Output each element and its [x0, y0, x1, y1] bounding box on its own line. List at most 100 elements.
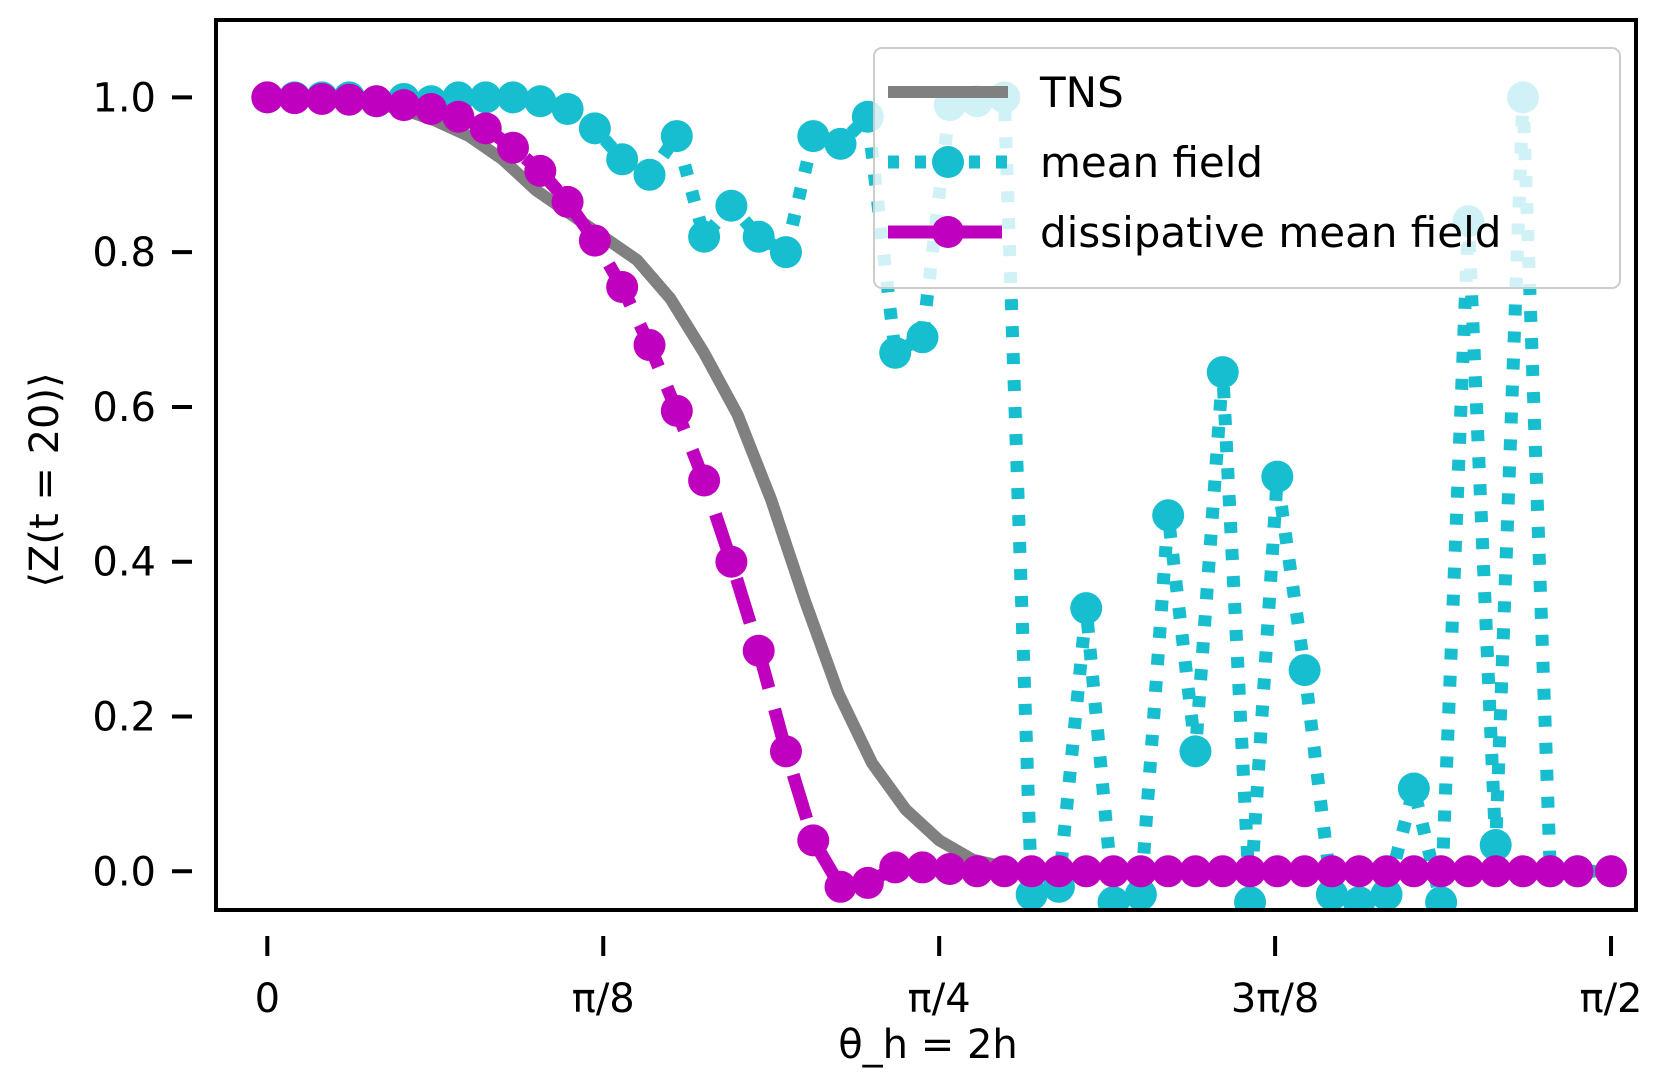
legend-swatch-marker — [932, 216, 964, 248]
data-point — [578, 112, 611, 145]
data-point — [1479, 828, 1512, 861]
data-point — [1370, 878, 1403, 910]
data-point — [688, 464, 721, 497]
legend-box — [873, 47, 1621, 289]
data-point — [1397, 772, 1430, 805]
data-point — [497, 81, 530, 114]
legend-label: dissipative mean field — [1040, 208, 1501, 257]
x-tick-label: π/2 — [1580, 976, 1643, 1022]
data-point — [1534, 855, 1567, 888]
data-point — [1234, 855, 1267, 888]
data-point — [1179, 735, 1212, 768]
legend-label: TNS — [1039, 68, 1124, 117]
data-point — [715, 545, 748, 578]
legend: TNS mean field dissipative mean field — [873, 47, 1621, 289]
data-point — [469, 81, 502, 114]
plot-frame — [214, 18, 1638, 912]
data-point — [1097, 886, 1130, 910]
data-point — [360, 85, 393, 118]
data-point — [1425, 886, 1458, 910]
data-point — [660, 394, 693, 427]
data-point — [1315, 855, 1348, 888]
data-point — [715, 189, 748, 222]
data-point — [824, 870, 857, 903]
data-point — [1097, 855, 1130, 888]
data-point — [660, 120, 693, 153]
data-point — [1595, 855, 1628, 888]
data-point — [1206, 356, 1239, 389]
data-point — [1370, 855, 1403, 888]
data-point — [469, 112, 502, 145]
y-tick-label: 0.8 — [92, 230, 156, 276]
data-point — [305, 82, 338, 115]
data-point — [442, 100, 475, 133]
data-point — [415, 93, 448, 125]
data-point — [797, 824, 830, 857]
y-axis: 0.0 0.2 0.4 0.6 0.8 1.0 — [92, 75, 192, 895]
y-tick-label: 0.2 — [92, 695, 156, 741]
data-point — [879, 851, 912, 884]
data-point — [606, 143, 639, 176]
data-point — [497, 131, 530, 164]
x-tick-label: π/4 — [908, 976, 971, 1022]
data-point — [524, 85, 557, 118]
data-point — [769, 236, 802, 269]
data-point — [851, 866, 884, 899]
series-2 — [251, 81, 1628, 903]
data-point — [1261, 855, 1294, 888]
data-point — [1152, 855, 1185, 888]
data-point — [387, 89, 420, 122]
data-point — [578, 224, 611, 257]
data-point — [988, 855, 1021, 888]
data-point — [1288, 654, 1321, 687]
y-tick-label: 1.0 — [92, 75, 156, 121]
data-point — [824, 127, 857, 160]
data-point — [769, 735, 802, 768]
data-point — [1179, 855, 1212, 888]
data-point — [551, 185, 584, 218]
data-point — [688, 220, 721, 253]
data-point — [606, 271, 639, 303]
data-point — [961, 855, 994, 888]
data-point — [742, 634, 775, 667]
y-tick-label: 0.0 — [92, 849, 156, 895]
data-point — [1152, 499, 1185, 532]
data-point — [797, 120, 830, 153]
data-point — [633, 158, 666, 191]
data-point — [906, 321, 939, 354]
data-point — [1015, 855, 1048, 888]
legend-entry: dissipative mean field — [888, 208, 1501, 257]
x-tick-label: π/8 — [572, 976, 635, 1022]
data-point — [1124, 855, 1157, 888]
data-point — [1234, 886, 1267, 910]
data-point — [933, 852, 966, 885]
data-point — [1070, 592, 1103, 625]
data-point — [1315, 878, 1348, 910]
y-tick-label: 0.4 — [92, 540, 156, 586]
legend-entry: mean field — [888, 138, 1263, 187]
data-point — [1397, 855, 1430, 888]
series-layer — [251, 81, 1628, 910]
data-point — [906, 851, 939, 884]
data-point — [278, 82, 311, 115]
data-point — [879, 336, 912, 369]
legend-entry: TNS — [888, 68, 1124, 117]
legend-label: mean field — [1040, 138, 1263, 187]
data-point — [1070, 855, 1103, 888]
data-point — [1561, 855, 1594, 888]
data-point — [251, 81, 284, 114]
x-tick-label: 0 — [255, 976, 280, 1022]
data-point — [524, 154, 557, 187]
data-point — [1206, 855, 1239, 888]
data-point — [1452, 855, 1485, 888]
data-point — [1506, 855, 1539, 888]
data-point — [1425, 855, 1458, 888]
data-point — [333, 83, 366, 116]
data-point — [1042, 855, 1075, 888]
data-point — [1343, 886, 1376, 910]
data-point — [1015, 878, 1048, 910]
data-point — [1288, 855, 1321, 888]
data-point — [1343, 855, 1376, 888]
x-axis-label: θ_h = 2h — [838, 1022, 1018, 1068]
